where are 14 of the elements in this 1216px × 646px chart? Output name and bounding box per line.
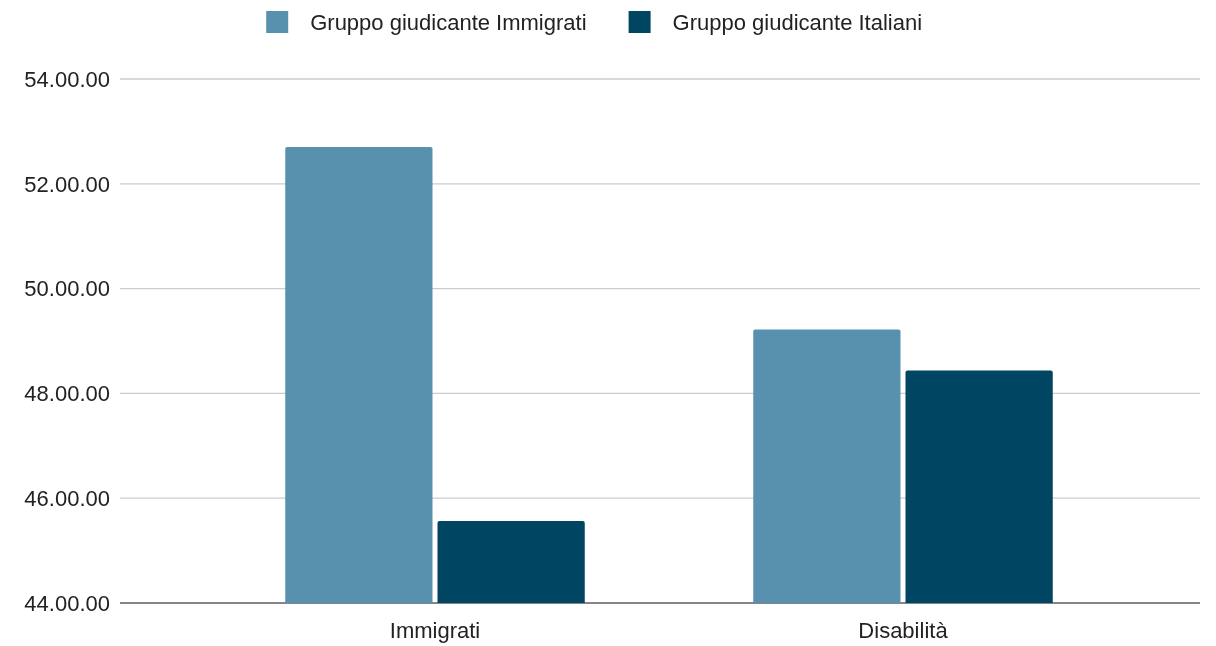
- text: 48.00.00: [24, 381, 110, 407]
- bar: [285, 147, 433, 603]
- text: 46.00.00: [24, 485, 110, 511]
- x-tick-label: Disabilità: [858, 618, 949, 643]
- text: 44.00.00: [24, 590, 110, 616]
- bar: [753, 329, 901, 603]
- legend-label: Gruppo giudicante Italiani: [672, 9, 923, 35]
- text: 52.00.00: [24, 171, 110, 197]
- text: 54.00.00: [24, 66, 110, 92]
- x-tick-label: Immigrati: [389, 618, 481, 643]
- legend-label: Gruppo giudicante Immigrati: [310, 9, 587, 35]
- bar: [905, 370, 1053, 603]
- text: 50.00.00: [24, 276, 110, 302]
- bar: [437, 520, 585, 603]
